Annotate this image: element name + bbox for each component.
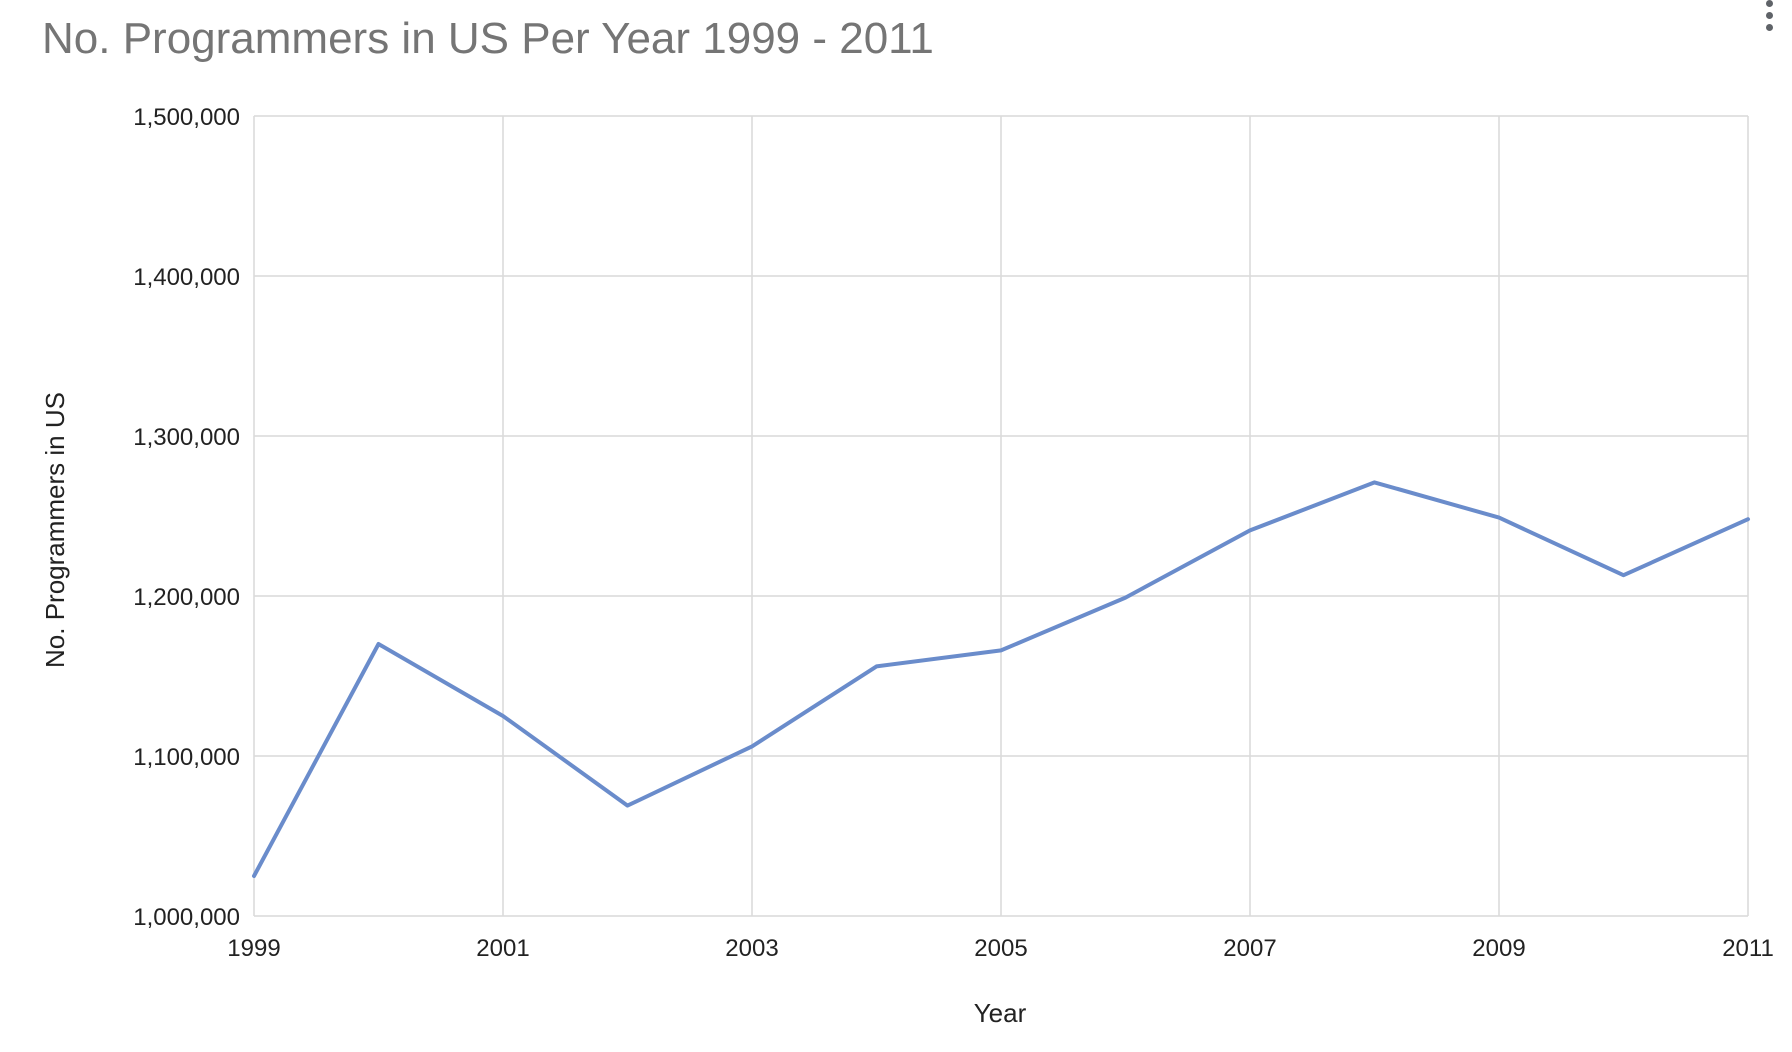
data-point[interactable]	[500, 713, 506, 719]
x-axis-label: Year	[974, 998, 1027, 1028]
chart-title: No. Programmers in US Per Year 1999 - 20…	[42, 14, 934, 63]
x-axis-ticks: 1999 2001 2003 2005 2007 2009 2011	[227, 935, 1774, 962]
x-tick-label: 2011	[1722, 935, 1774, 962]
x-tick-label: 1999	[227, 935, 280, 962]
x-tick-label: 2003	[725, 935, 778, 962]
more-vert-icon[interactable]	[1760, 0, 1780, 38]
x-tick-label: 2005	[974, 935, 1027, 962]
y-axis-label: No. Programmers in US	[40, 392, 70, 668]
data-point[interactable]	[376, 641, 382, 647]
x-tick-label: 2007	[1223, 935, 1276, 962]
data-point[interactable]	[874, 663, 880, 669]
y-tick-label: 1,500,000	[133, 104, 240, 131]
y-tick-label: 1,100,000	[133, 744, 240, 771]
data-point[interactable]	[1621, 572, 1627, 578]
data-point[interactable]	[1247, 527, 1253, 533]
menu-dot	[1766, 24, 1773, 31]
grid-layer	[253, 115, 1749, 917]
y-tick-label: 1,200,000	[133, 584, 240, 611]
data-point[interactable]	[1496, 515, 1502, 521]
data-point[interactable]	[625, 803, 631, 809]
data-point[interactable]	[1123, 595, 1129, 601]
data-point[interactable]	[1372, 479, 1378, 485]
series-line	[252, 480, 1750, 878]
series-layer	[251, 479, 1751, 879]
menu-dot	[1766, 0, 1773, 7]
y-axis-ticks: 1,000,000 1,100,000 1,200,000 1,300,000 1,40…	[133, 104, 240, 931]
menu-dot	[1766, 12, 1773, 19]
data-point[interactable]	[998, 647, 1004, 653]
data-point[interactable]	[251, 873, 257, 879]
y-tick-label: 1,400,000	[133, 264, 240, 291]
data-point[interactable]	[1745, 516, 1751, 522]
x-tick-label: 2001	[476, 935, 529, 962]
y-tick-label: 1,000,000	[133, 904, 240, 931]
y-tick-label: 1,300,000	[133, 424, 240, 451]
x-tick-label: 2009	[1472, 935, 1525, 962]
data-point[interactable]	[749, 743, 755, 749]
